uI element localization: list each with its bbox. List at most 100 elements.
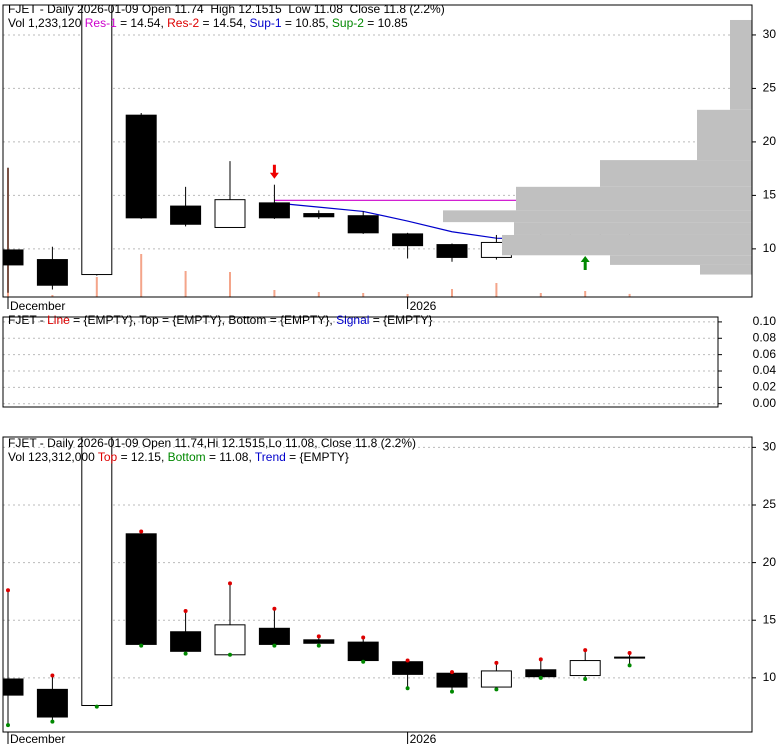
candle-body (347, 215, 379, 234)
header-text: = 14.54, (199, 16, 249, 30)
volume-profile-bar (697, 109, 752, 161)
candle-body (436, 672, 468, 688)
header-text: FJET - (8, 313, 47, 327)
candle-body (303, 213, 335, 218)
high-dot (583, 648, 588, 653)
high-dot (139, 529, 144, 534)
y-tick-label: 30 (763, 440, 777, 454)
low-dot (228, 652, 232, 657)
header-text: FJET - Daily 2026-01-09 Open 11.74 High … (8, 2, 445, 16)
volume-bar (273, 290, 276, 297)
header-line: Vol 1,233,120 Res-1 = 14.54, Res-2 = 14.… (8, 16, 408, 30)
y-tick-label: 0.00 (753, 396, 777, 410)
candle-body (3, 678, 24, 696)
low-dot (361, 659, 366, 664)
volume-bar (539, 293, 542, 297)
candle-body (614, 656, 646, 659)
y-tick-label: 15 (763, 612, 777, 626)
high-dot (183, 609, 188, 614)
candle-body (569, 660, 601, 677)
header-line: Vol 123,312,000 Top = 12.15, Bottom = 11… (8, 450, 349, 464)
volume-bar (95, 277, 98, 297)
header-line: FJET - Line = {EMPTY}, Top = {EMPTY}, Bo… (8, 313, 432, 327)
panel: 10 15 20 25 30 December 2026 FJET - Daily 2026-… (2, 399, 777, 745)
high-dot (50, 673, 55, 678)
y-tick-label: 15 (763, 188, 777, 202)
candle-body (525, 669, 557, 678)
low-dot (183, 651, 188, 656)
high-dot (95, 399, 99, 403)
candle-body (36, 688, 68, 718)
header-text: Res-1 (85, 16, 117, 30)
header-text: Trend (255, 450, 286, 464)
panel-frame (2, 4, 753, 298)
high-dot (6, 588, 10, 593)
volume-bar (184, 271, 187, 297)
header-text: Res-2 (167, 16, 199, 30)
volume-bar (317, 292, 320, 297)
header-text: Signal (336, 313, 369, 327)
y-tick-label: 0.08 (753, 330, 777, 344)
panel: 0.00 0.02 0.04 0.06 0.08 0.10 FJET - Line = {E… (2, 313, 777, 410)
volume-profile-bar (443, 210, 752, 223)
y-tick-label: 0.10 (753, 314, 777, 328)
volume-bar (584, 291, 587, 297)
y-tick-label: 0.02 (753, 380, 777, 394)
low-dot (139, 643, 144, 648)
header-text: Vol 1,233,120 (8, 16, 85, 30)
header-text: Sup-2 (332, 16, 364, 30)
high-dot (272, 606, 277, 611)
plot-area (3, 399, 752, 728)
candle-body (125, 114, 157, 219)
low-dot (316, 643, 321, 648)
header-text: = 12.15, (117, 450, 167, 464)
low-dot (94, 704, 99, 709)
signal-arrow (269, 164, 279, 179)
candle-body (258, 627, 290, 645)
high-dot (316, 634, 321, 639)
volume-profile-bar (502, 234, 752, 256)
candle-body (392, 661, 424, 675)
panel-frame (2, 316, 719, 408)
x-tick-label: December (10, 299, 65, 313)
low-dot (405, 686, 410, 691)
x-tick-label: 2026 (410, 732, 437, 745)
candle-body (36, 259, 68, 286)
candle-body (81, 5, 113, 276)
volume-profile-bar (516, 186, 752, 211)
header-line: FJET - Daily 2026-01-09 Open 11.74 High … (8, 2, 445, 16)
high-dot (450, 670, 454, 675)
y-tick-label: 0.04 (753, 363, 777, 377)
y-tick-label: 25 (763, 497, 777, 511)
volume-bar (495, 283, 498, 297)
high-dot (228, 581, 232, 586)
high-dot (538, 657, 543, 662)
low-dot (538, 675, 543, 680)
y-tick-label: 20 (763, 134, 777, 148)
plot-area (3, 321, 718, 405)
panel: 10 15 20 25 30 December 2026 FJET - Daily 2026-… (2, 2, 777, 313)
volume-profile-bar (600, 160, 752, 187)
signal-arrow (580, 255, 590, 270)
panel-frame (2, 436, 753, 733)
y-tick-label: 20 (763, 555, 777, 569)
header-line: FJET - Daily 2026-01-09 Open 11.74,Hi 12… (8, 436, 416, 450)
header-text: = 14.54, (117, 16, 167, 30)
plot-area (3, 5, 752, 297)
volume-bar (229, 272, 231, 297)
candle-body (214, 199, 246, 228)
header-text: = 10.85 (364, 16, 408, 30)
header-text: Vol 123,312,000 (8, 450, 98, 464)
candle-body (170, 631, 202, 652)
volume-profile-bar (514, 222, 752, 235)
candle-body (480, 670, 512, 688)
high-dot (494, 660, 499, 665)
y-tick-label: 10 (763, 670, 777, 684)
volume-profile-bar (700, 264, 752, 275)
header-text: = 11.08, (206, 450, 255, 464)
header-text: Line (47, 313, 70, 327)
low-dot (583, 676, 588, 681)
low-dot (450, 689, 454, 694)
high-dot (361, 635, 366, 640)
header-text: Sup-1 (250, 16, 282, 30)
